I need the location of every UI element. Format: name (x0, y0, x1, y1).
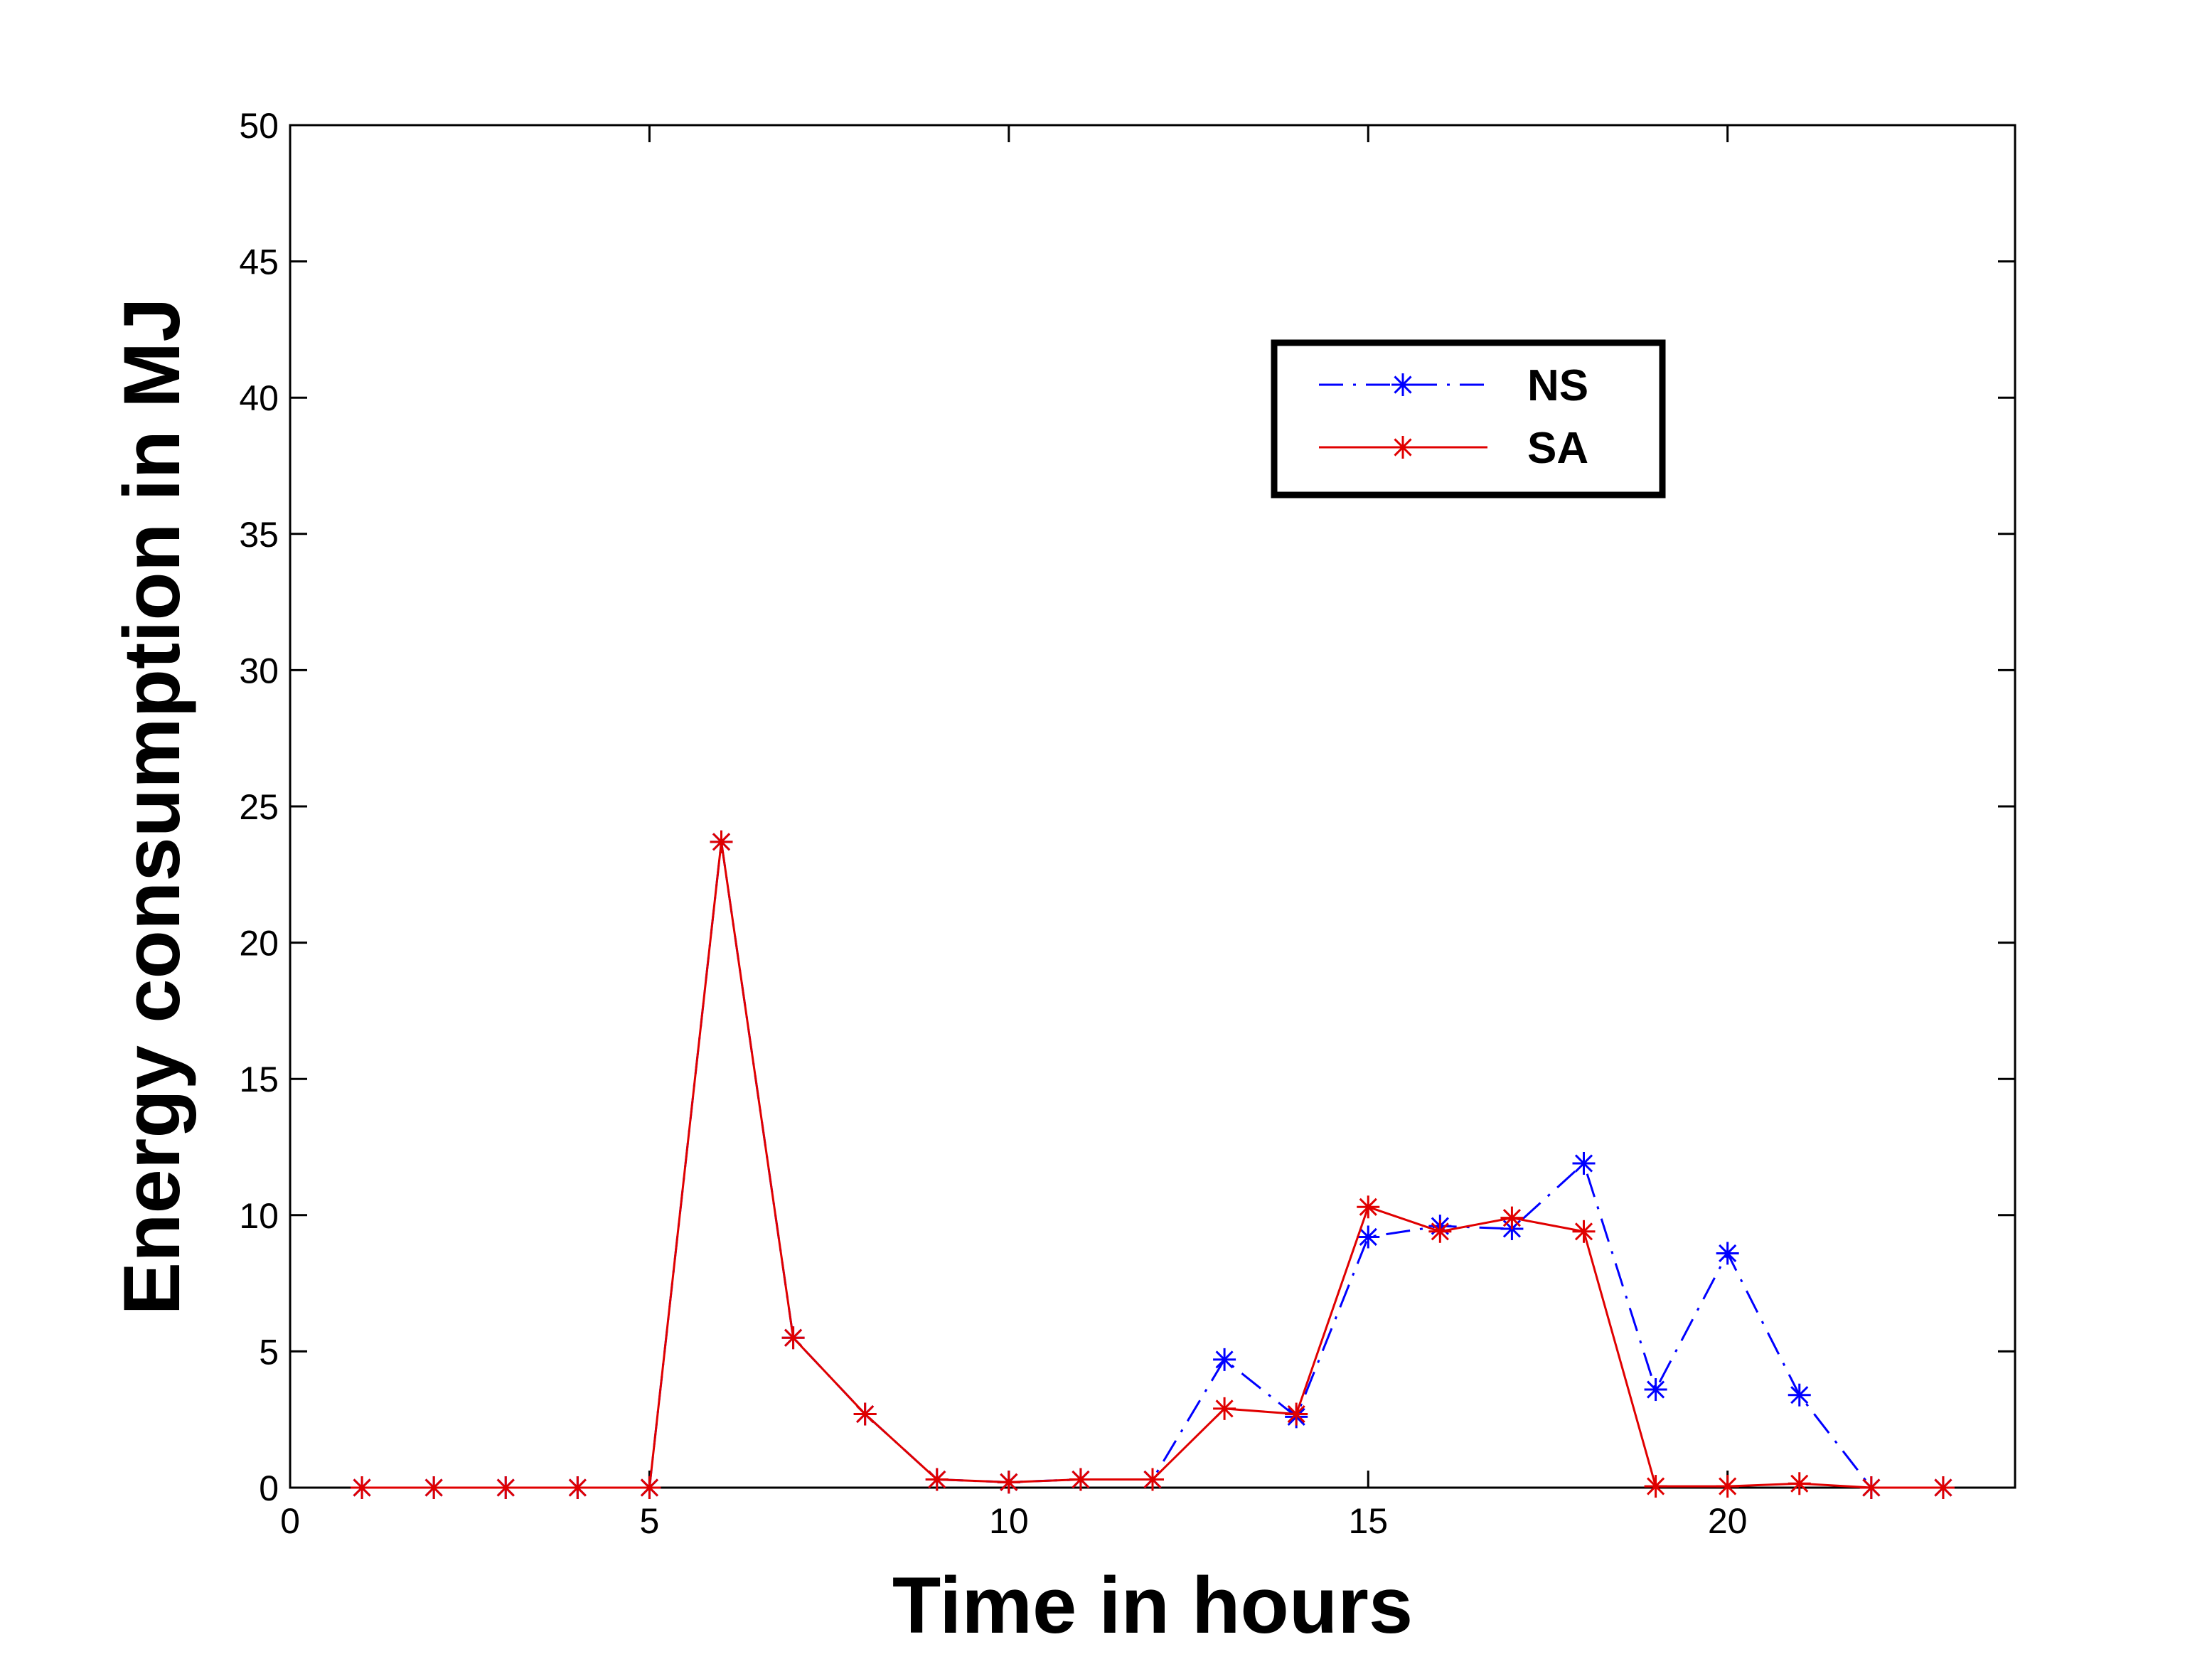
plot-area (289, 124, 2016, 1489)
data-point-ns (1788, 1383, 1811, 1407)
legend-label-ns: NS (1527, 361, 1588, 410)
data-point-ns (1357, 1225, 1380, 1249)
data-point-sa (1931, 1476, 1955, 1499)
data-point-sa (1069, 1468, 1092, 1491)
data-point-sa (1285, 1402, 1308, 1426)
data-point-sa (1500, 1206, 1524, 1230)
data-point-sa (1716, 1475, 1739, 1498)
data-point-sa (1357, 1195, 1380, 1219)
data-point-sa (1213, 1397, 1236, 1420)
data-point-sa (925, 1468, 949, 1491)
y-tick-label: 0 (259, 1468, 279, 1508)
data-point-sa (1428, 1220, 1452, 1243)
legend-entry-sa: SA (1319, 424, 1588, 473)
y-tick-label: 35 (239, 515, 279, 555)
data-point-sa (710, 830, 733, 853)
data-point-sa (781, 1326, 805, 1350)
x-tick-label: 0 (280, 1501, 300, 1541)
y-tick-label: 40 (239, 378, 279, 418)
y-tick-label: 20 (239, 924, 279, 964)
x-tick-label: 20 (1708, 1501, 1748, 1541)
y-tick-label: 30 (239, 651, 279, 690)
y-tick-label: 10 (239, 1196, 279, 1236)
data-point-sa (853, 1402, 877, 1426)
legend-label-sa: SA (1527, 424, 1588, 473)
axis-ticks: 0 5 10 15 20 0 5 10 15 20 25 30 35 40 45 50 (239, 106, 2015, 1541)
legend-entry-ns: NS (1319, 361, 1588, 410)
data-point-ns (1716, 1242, 1739, 1265)
data-point-sa (1141, 1468, 1164, 1491)
legend-marker-ns (1391, 373, 1414, 396)
y-tick-label: 15 (239, 1060, 279, 1099)
data-point-sa (1572, 1220, 1596, 1243)
y-tick-label: 50 (239, 106, 279, 146)
legend-box (1271, 339, 1666, 498)
x-tick-label: 15 (1348, 1501, 1388, 1541)
data-point-sa (494, 1476, 518, 1499)
x-tick-label: 10 (989, 1501, 1029, 1541)
y-tick-label: 25 (239, 787, 279, 827)
data-point-sa (1859, 1476, 1883, 1499)
x-axis-title: Time in hours (892, 1561, 1413, 1650)
y-axis-title: Energy consumption in MJ (107, 297, 196, 1315)
data-point-sa (997, 1471, 1020, 1494)
y-tick-label: 5 (259, 1332, 279, 1372)
data-point-sa (351, 1476, 374, 1499)
data-point-sa (1644, 1475, 1667, 1498)
data-point-sa (566, 1476, 589, 1499)
data-point-ns (1644, 1378, 1667, 1402)
x-tick-label: 5 (640, 1501, 660, 1541)
data-point-ns (1213, 1348, 1236, 1371)
series-layer (351, 830, 1955, 1499)
data-point-sa (1788, 1472, 1811, 1495)
data-point-ns (1572, 1151, 1596, 1175)
legend: NS SA (1271, 339, 1666, 498)
data-point-sa (422, 1476, 446, 1499)
legend-marker-sa (1391, 436, 1414, 459)
data-point-sa (638, 1476, 661, 1499)
y-tick-label: 45 (239, 242, 279, 282)
